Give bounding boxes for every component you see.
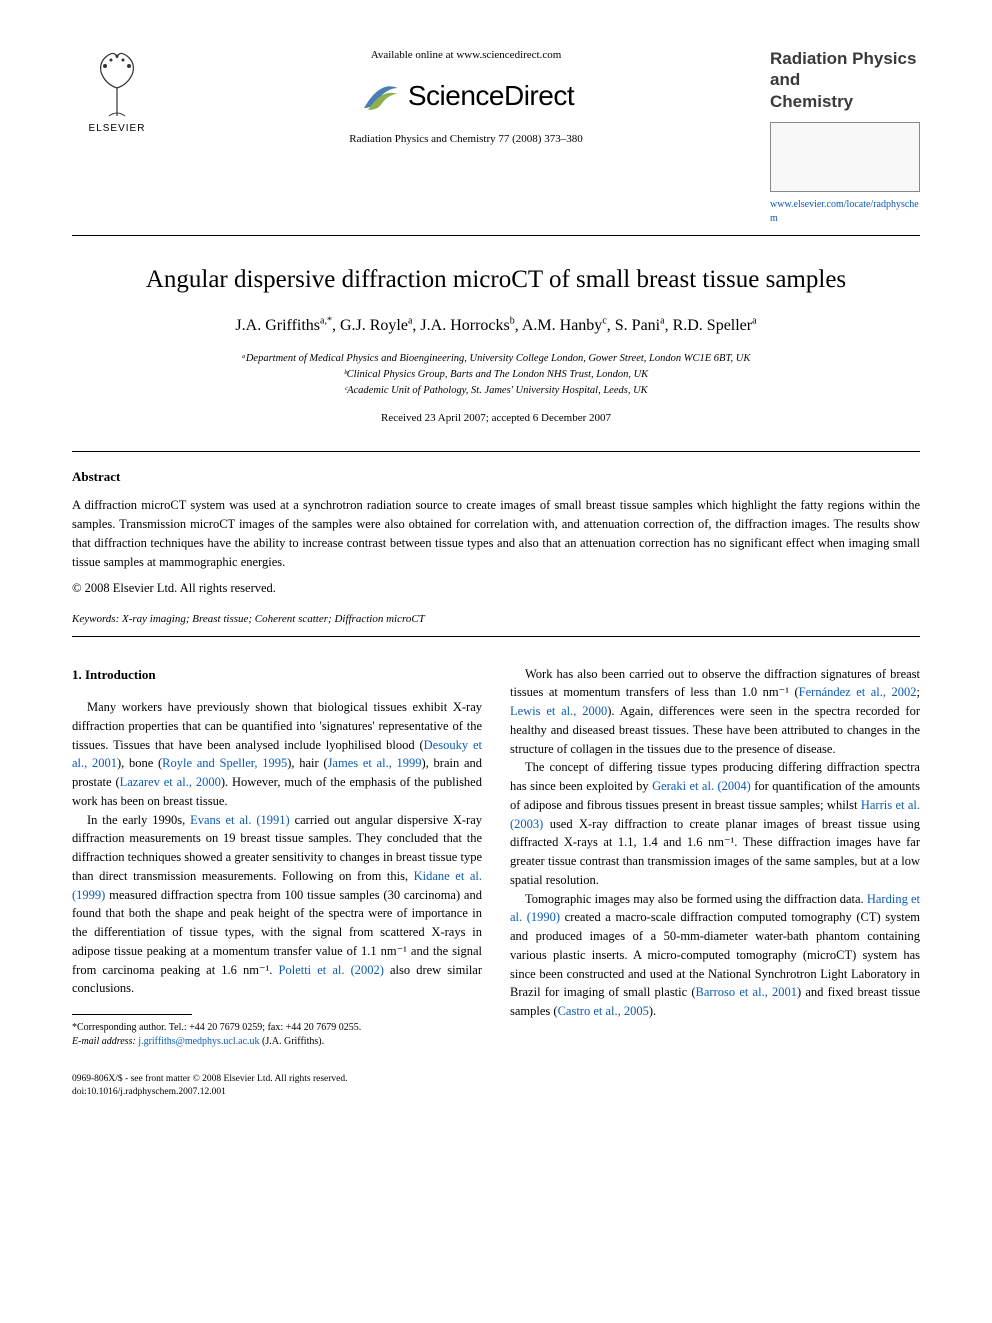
- sciencedirect-icon: [358, 74, 402, 118]
- cite-barroso[interactable]: Barroso et al., 2001: [696, 985, 797, 999]
- p1-text-b: ), bone (: [117, 756, 162, 770]
- article-title: Angular dispersive diffraction microCT o…: [72, 264, 920, 297]
- publisher-header: ELSEVIER Available online at www.science…: [72, 48, 920, 227]
- elsevier-label: ELSEVIER: [89, 122, 146, 137]
- p3-text-b: ;: [917, 685, 920, 699]
- journal-name: Radiation Physics and Chemistry: [770, 48, 920, 112]
- p1-text-c: ), hair (: [287, 756, 327, 770]
- article-dates: Received 23 April 2007; accepted 6 Decem…: [72, 411, 920, 427]
- abstract-divider-top: [72, 451, 920, 452]
- p5-text-a: Tomographic images may also be formed us…: [525, 892, 867, 906]
- cite-poletti[interactable]: Poletti et al. (2002): [279, 963, 384, 977]
- keywords-text: X-ray imaging; Breast tissue; Coherent s…: [122, 613, 425, 625]
- elsevier-logo-block: ELSEVIER: [72, 48, 162, 137]
- intro-para-4: The concept of differing tissue types pr…: [510, 758, 920, 889]
- body-columns: 1. Introduction Many workers have previo…: [72, 665, 920, 1050]
- journal-name-l1: Radiation Physics: [770, 49, 916, 68]
- cite-royle[interactable]: Royle and Speller, 1995: [162, 756, 287, 770]
- affiliation-a: ᵃDepartment of Medical Physics and Bioen…: [72, 351, 920, 367]
- journal-name-l3: Chemistry: [770, 92, 853, 111]
- affiliations: ᵃDepartment of Medical Physics and Bioen…: [72, 351, 920, 398]
- affiliation-b: ᵇClinical Physics Group, Barts and The L…: [72, 367, 920, 383]
- journal-badge-block: Radiation Physics and Chemistry www.else…: [770, 48, 920, 227]
- footnote-corr: *Corresponding author. Tel.: +44 20 7679…: [72, 1021, 482, 1035]
- sciencedirect-logo: ScienceDirect: [358, 74, 574, 118]
- intro-para-2: In the early 1990s, Evans et al. (1991) …: [72, 811, 482, 999]
- footer-issn: 0969-806X/$ - see front matter © 2008 El…: [72, 1073, 348, 1086]
- citation-line: Radiation Physics and Chemistry 77 (2008…: [174, 132, 758, 148]
- footer-left: 0969-806X/$ - see front matter © 2008 El…: [72, 1073, 348, 1100]
- cite-lazarev[interactable]: Lazarev et al., 2000: [120, 775, 221, 789]
- authors-line: J.A. Griffithsa,*, G.J. Roylea, J.A. Hor…: [72, 314, 920, 337]
- affiliation-c: ᶜAcademic Unit of Pathology, St. James' …: [72, 383, 920, 399]
- journal-name-l2: and: [770, 70, 800, 89]
- abstract-heading: Abstract: [72, 468, 920, 487]
- cite-evans[interactable]: Evans et al. (1991): [190, 813, 290, 827]
- corresponding-author-footnote: *Corresponding author. Tel.: +44 20 7679…: [72, 1021, 482, 1049]
- header-center: Available online at www.sciencedirect.co…: [162, 48, 770, 148]
- cite-fernandez[interactable]: Fernández et al., 2002: [799, 685, 917, 699]
- footnote-email-label: E-mail address:: [72, 1036, 136, 1047]
- keywords-label: Keywords:: [72, 613, 119, 625]
- intro-para-5: Tomographic images may also be formed us…: [510, 890, 920, 1021]
- left-column: 1. Introduction Many workers have previo…: [72, 665, 482, 1050]
- elsevier-tree-icon: [87, 48, 147, 118]
- abstract-text: A diffraction microCT system was used at…: [72, 496, 920, 571]
- section-1-heading: 1. Introduction: [72, 665, 482, 685]
- cite-james[interactable]: James et al., 1999: [328, 756, 422, 770]
- cite-lewis[interactable]: Lewis et al., 2000: [510, 704, 607, 718]
- journal-cover-placeholder: [770, 122, 920, 192]
- footnote-rule: [72, 1014, 192, 1015]
- header-divider: [72, 235, 920, 236]
- footer-doi: doi:10.1016/j.radphyschem.2007.12.001: [72, 1086, 348, 1099]
- p2-text-a: In the early 1990s,: [87, 813, 190, 827]
- keywords-line: Keywords: X-ray imaging; Breast tissue; …: [72, 612, 920, 628]
- footnote-email-line: E-mail address: j.griffiths@medphys.ucl.…: [72, 1035, 482, 1049]
- sciencedirect-text: ScienceDirect: [408, 76, 574, 117]
- journal-url-link[interactable]: www.elsevier.com/locate/radphyschem: [770, 198, 920, 227]
- intro-para-1: Many workers have previously shown that …: [72, 698, 482, 811]
- p5-text-d: ).: [649, 1004, 656, 1018]
- cite-geraki[interactable]: Geraki et al. (2004): [652, 779, 751, 793]
- right-column: Work has also been carried out to observ…: [510, 665, 920, 1050]
- footnote-email-name: (J.A. Griffiths).: [262, 1036, 324, 1047]
- abstract-divider-bottom: [72, 636, 920, 637]
- p4-text-c: used X-ray diffraction to create planar …: [510, 817, 920, 887]
- intro-para-3: Work has also been carried out to observ…: [510, 665, 920, 759]
- page-footer: 0969-806X/$ - see front matter © 2008 El…: [72, 1073, 920, 1100]
- available-online-text: Available online at www.sciencedirect.co…: [174, 48, 758, 64]
- footnote-email-link[interactable]: j.griffiths@medphys.ucl.ac.uk: [138, 1036, 259, 1047]
- p1-text-a: Many workers have previously shown that …: [72, 700, 482, 752]
- abstract-copyright: © 2008 Elsevier Ltd. All rights reserved…: [72, 579, 920, 597]
- cite-castro[interactable]: Castro et al., 2005: [558, 1004, 649, 1018]
